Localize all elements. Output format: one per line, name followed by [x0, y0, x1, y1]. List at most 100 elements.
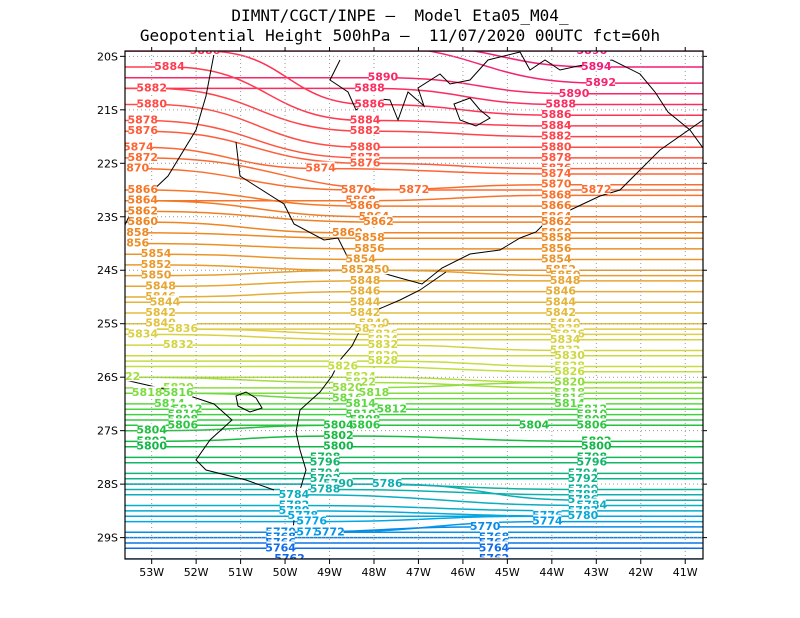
contour-label-bg — [546, 295, 575, 307]
contour-label-bg — [311, 482, 340, 494]
contour-label: 5760 — [479, 557, 510, 570]
contour-label-bg — [555, 364, 584, 376]
contour-label: 5874 — [305, 162, 336, 175]
y-tick-label: 28S — [97, 478, 118, 491]
x-tick-label: 51W — [228, 566, 253, 579]
contour-label-bg — [480, 552, 509, 559]
contour-label-bg — [542, 252, 571, 264]
contour-label-bg — [333, 225, 362, 237]
contour-label: 5780 — [568, 509, 599, 522]
contour-label: 5848 — [550, 274, 581, 287]
contour-label-bg — [555, 348, 584, 360]
contour-label: 5830 — [554, 349, 585, 362]
contour-label-bg — [586, 76, 615, 88]
y-tick-label: 22S — [97, 157, 118, 170]
contour-line — [125, 242, 703, 250]
contour-label: 5888 — [354, 81, 385, 94]
contour-label-bg — [542, 231, 571, 243]
contour-label-bg — [489, 579, 517, 590]
contour-label-bg — [347, 39, 375, 50]
contour-label: 5862 — [363, 215, 394, 228]
contour-label-bg — [400, 183, 428, 195]
contour-label-bg — [146, 316, 175, 328]
contour-label: 5886 — [541, 108, 572, 121]
contour-label-bg — [168, 322, 197, 334]
contour-label-bg — [351, 306, 380, 318]
contour-label-bg — [146, 306, 175, 318]
y-tick-label: 25S — [97, 318, 118, 331]
chart-title-line1: DIMNT/CGCT/INPE – Model Eta05_M04_ — [231, 6, 569, 25]
contour-label: 5814 — [345, 397, 376, 410]
contour-label-bg — [368, 338, 397, 350]
contour-label-bg — [351, 284, 380, 296]
contour-label: 5806 — [577, 418, 608, 431]
contour-label: 5846 — [350, 285, 381, 298]
y-tick-label: 23S — [97, 211, 118, 224]
contour-label: 5772 — [314, 525, 345, 538]
contour-label-bg — [346, 396, 375, 408]
contour-label: 5870 — [341, 183, 372, 196]
contour-label-bg — [582, 439, 611, 451]
contour-line — [125, 494, 703, 507]
contour-label: 5844 — [150, 295, 181, 308]
contour-label-bg — [533, 514, 562, 526]
contour-label: 5864 — [127, 194, 158, 207]
contour-line — [125, 392, 703, 400]
coastline — [125, 51, 703, 559]
contour-label-bg — [324, 418, 353, 430]
contour-label: 5872 — [127, 151, 158, 164]
contour-label: 5836 — [167, 322, 198, 335]
contour-line — [125, 526, 703, 534]
contour-label: 5892 — [345, 39, 376, 52]
contour-label-bg — [351, 124, 380, 136]
contour-label-bg — [355, 97, 384, 109]
contour-lines — [125, 51, 703, 559]
contour-line — [125, 232, 703, 239]
contour-label: 5770 — [470, 520, 501, 533]
contour-label: 5860 — [332, 226, 363, 239]
contour-line — [125, 76, 703, 95]
contour-label: 5822 — [110, 370, 141, 383]
contour-label: 5872 — [581, 183, 612, 196]
contour-label: 5804 — [136, 424, 167, 437]
contour-label: 5784 — [279, 488, 310, 501]
contour-label: 5802 — [323, 429, 354, 442]
contour-label: 5884 — [154, 60, 185, 73]
contour-line — [125, 253, 703, 261]
contour-label: 5848 — [145, 279, 176, 292]
contour-label-bg — [520, 418, 549, 430]
contour-label-bg — [142, 257, 171, 269]
contour-label: 5870 — [541, 178, 572, 191]
contour-line — [125, 66, 703, 127]
contour-label: 5858 — [541, 231, 572, 244]
contour-label-bg — [279, 487, 308, 499]
contour-line — [125, 264, 703, 271]
contour-label-bg — [155, 60, 184, 72]
contour-label-bg — [324, 429, 353, 441]
contour-label: 5866 — [350, 199, 381, 212]
contour-label: 5882 — [350, 124, 381, 137]
contour-label-bg — [333, 380, 362, 392]
x-tick-label: 46W — [450, 566, 475, 579]
contour-line — [125, 510, 703, 517]
contour-label: 5800 — [136, 440, 167, 453]
contour-label-bg — [137, 439, 166, 451]
contour-label: 5762 — [274, 552, 305, 565]
x-tick-label: 48W — [362, 566, 387, 579]
contour-label-bg — [480, 541, 509, 553]
contour-label-bg — [346, 252, 375, 264]
contour-label: 5890 — [559, 87, 590, 100]
contour-label: 5878 — [127, 114, 158, 127]
contour-label: 5804 — [519, 418, 550, 431]
contour-label-bg — [582, 183, 611, 195]
contour-label-bg — [368, 70, 397, 82]
contour-label: 5734 — [390, 600, 421, 613]
contour-label-bg — [128, 183, 157, 195]
contour-line — [125, 269, 703, 277]
contour-label: 5844 — [350, 295, 381, 308]
contour-label-bg — [151, 295, 180, 307]
contour-label: 5856 — [541, 242, 572, 255]
contour-label: 5812 — [376, 402, 407, 415]
x-tick-label: 53W — [139, 566, 164, 579]
